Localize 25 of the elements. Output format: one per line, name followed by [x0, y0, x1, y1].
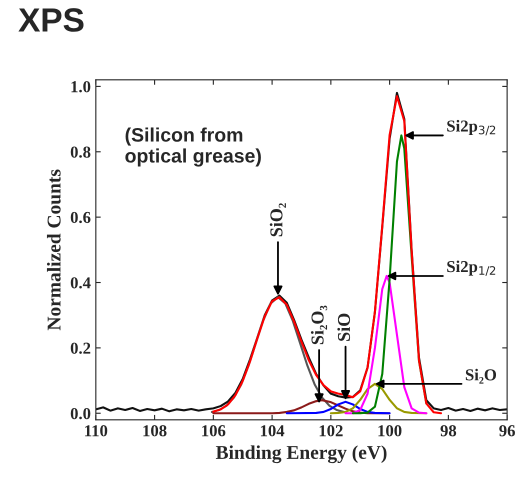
y-tick-label: 0.4	[70, 277, 91, 289]
annotation: SiO	[337, 314, 350, 341]
x-tick-label: 96	[499, 425, 515, 436]
annotation: Si2p$_{3/2}$	[447, 120, 496, 136]
x-tick-label: 100	[378, 425, 402, 436]
annotation: SiO₂	[270, 203, 286, 236]
y-tick-label: 0.6	[70, 212, 90, 224]
x-axis-title: Binding Energy (eV)	[216, 445, 387, 464]
y-tick-label: 0.2	[70, 342, 90, 354]
x-tick-label: 110	[85, 425, 108, 436]
x-tick-label: 104	[260, 425, 284, 436]
y-tick-label: 0.0	[70, 408, 90, 420]
x-tick-label: 106	[202, 425, 226, 436]
chart-title: XPS	[18, 8, 84, 32]
x-tick-label: 98	[440, 425, 456, 436]
annotation: Si₂O₃	[310, 306, 328, 344]
annotation: Si2p$_{1/2}$	[447, 260, 496, 276]
annotation: (Silicon from optical grease)	[125, 127, 261, 167]
y-tick-label: 1.0	[71, 81, 90, 92]
y-axis-title: Normalized Counts	[46, 170, 61, 330]
x-tick-label: 108	[143, 425, 167, 436]
annotation: Si₂O	[466, 368, 496, 384]
line-series	[286, 400, 391, 414]
y-tick-label: 0.8	[70, 146, 90, 158]
x-tick-label: 102	[320, 425, 343, 436]
